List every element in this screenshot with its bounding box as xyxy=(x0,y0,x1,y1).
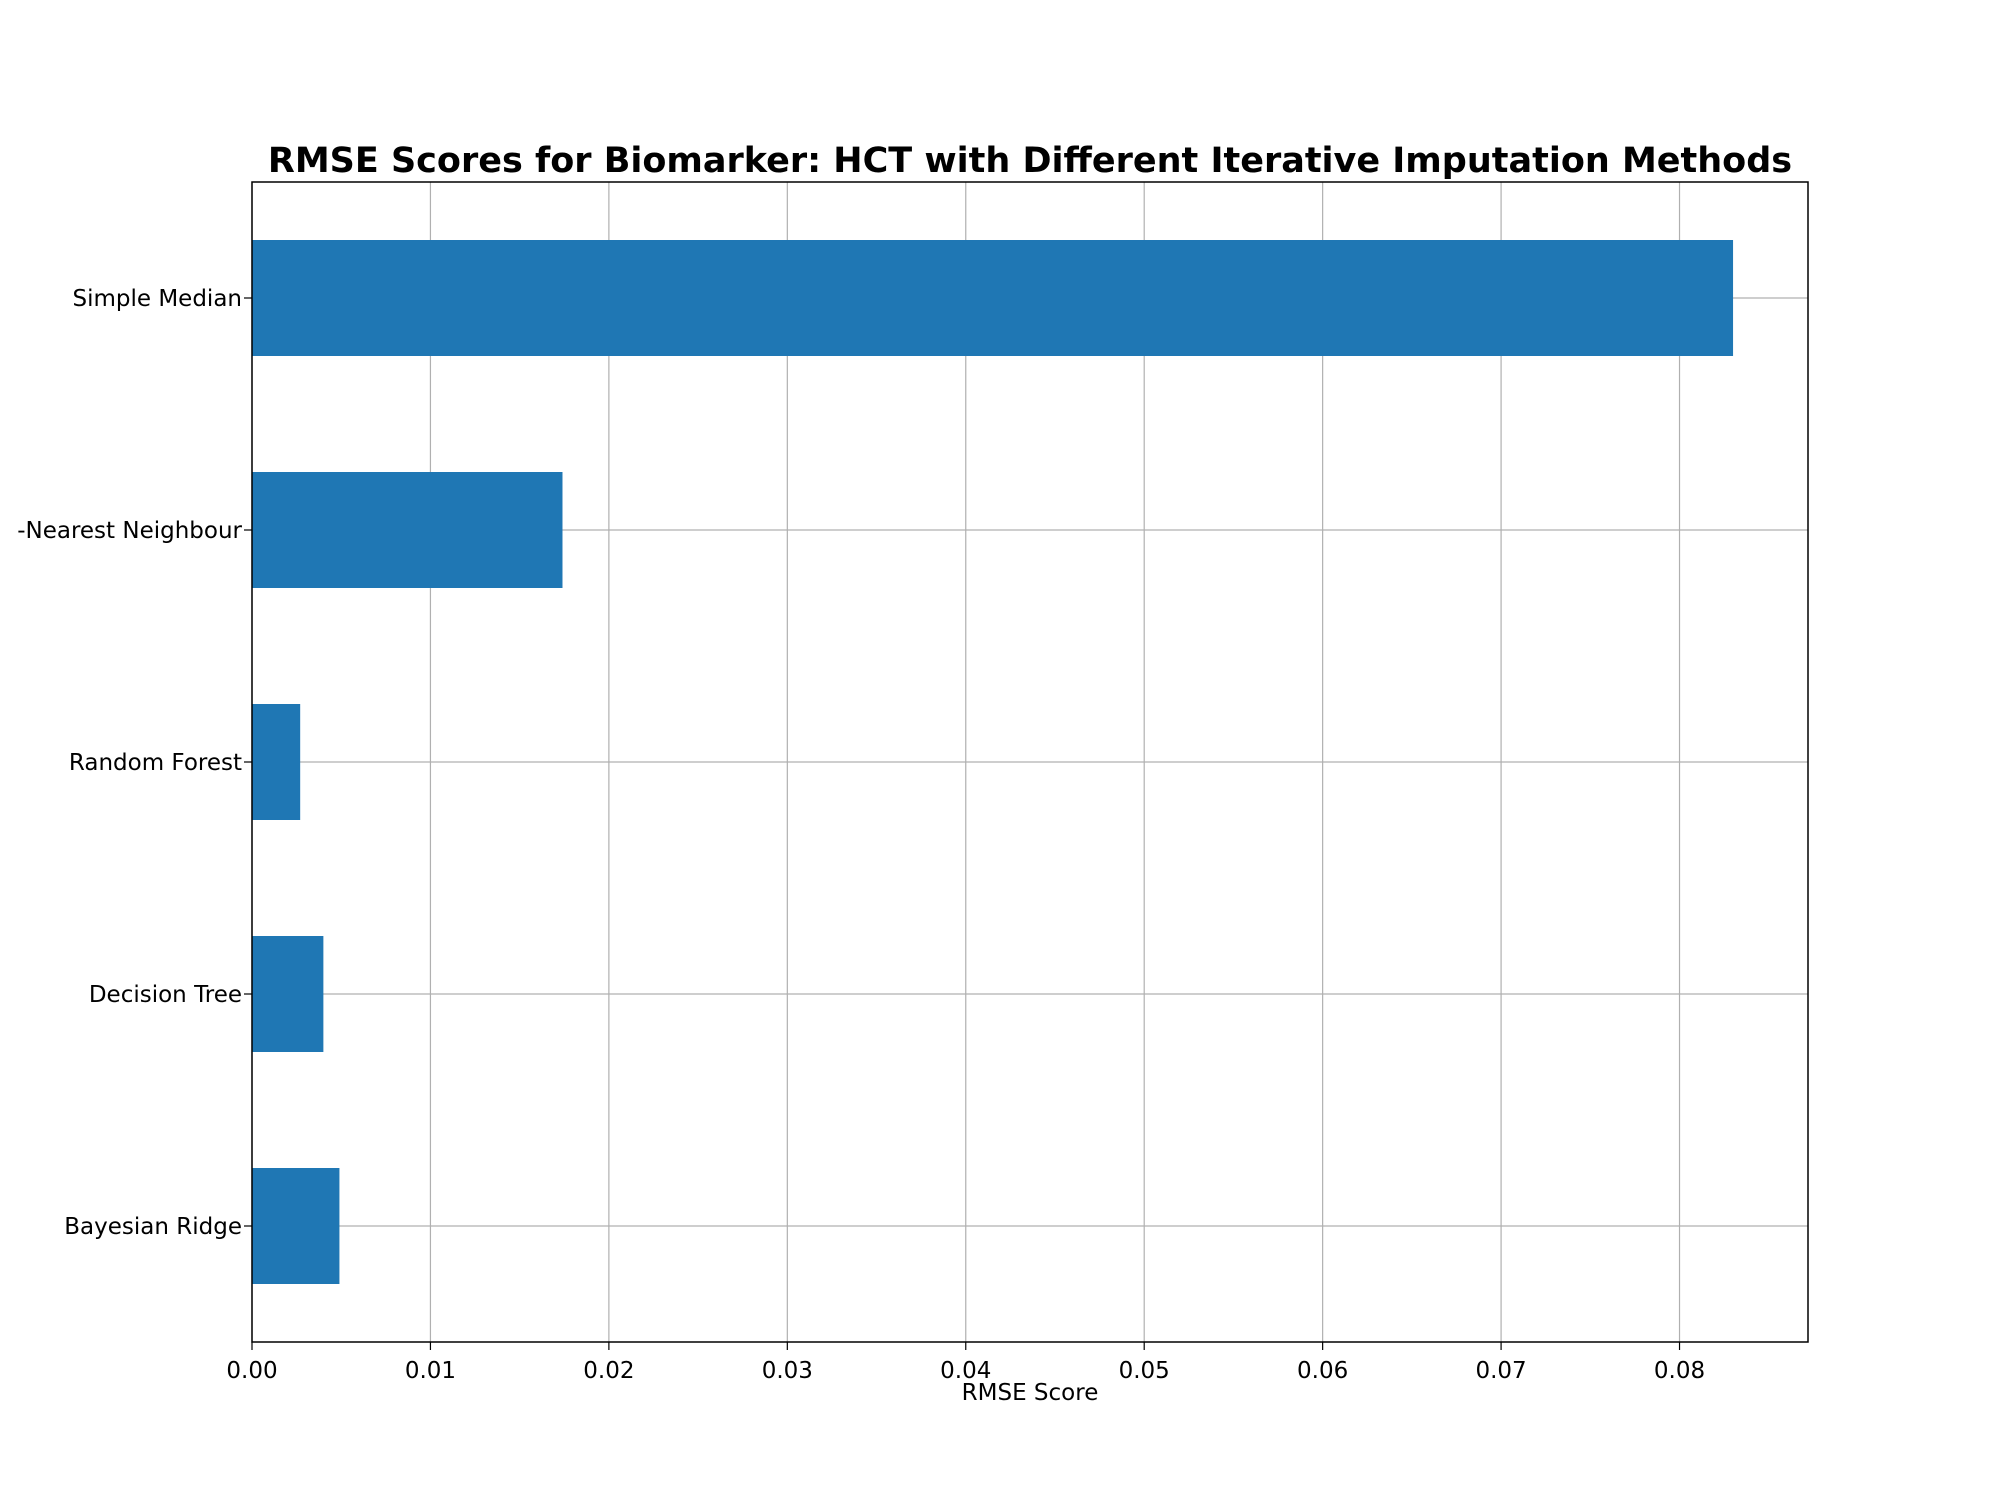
x-tick-label: 0.08 xyxy=(1654,1358,1705,1384)
x-axis-ticks: 0.00 0.01 0.02 0.03 0.04 0.05 0.06 0.07 0.08 xyxy=(226,1342,1705,1384)
x-tick-label: 0.02 xyxy=(583,1358,634,1384)
y-axis-ticks: Bayesian Ridge Decision Tree Random Forest… xyxy=(17,286,252,1240)
bar-bayesian-ridge xyxy=(252,1168,340,1284)
x-tick-label: 0.07 xyxy=(1475,1358,1526,1384)
x-tick-label: 0.06 xyxy=(1297,1358,1348,1384)
bar-k-nearest-neighbour xyxy=(252,472,563,588)
x-axis-label: RMSE Score xyxy=(962,1380,1099,1406)
y-tick-label: Decision Tree xyxy=(89,982,242,1008)
bar-random-forest xyxy=(252,704,301,820)
x-tick-label: 0.03 xyxy=(762,1358,813,1384)
y-tick-label: Bayesian Ridge xyxy=(64,1214,242,1240)
bars xyxy=(252,240,1734,1284)
y-tick-label: Random Forest xyxy=(69,750,242,776)
x-tick-label: 0.05 xyxy=(1119,1358,1170,1384)
y-tick-label: Simple Median xyxy=(72,286,242,312)
bar-decision-tree xyxy=(252,936,324,1052)
chart-title: RMSE Scores for Biomarker: HCT with Diff… xyxy=(268,141,1792,181)
x-tick-label: 0.01 xyxy=(405,1358,456,1384)
x-tick-label: 0.04 xyxy=(940,1358,991,1384)
y-tick-label: -Nearest Neighbour xyxy=(17,518,242,544)
bar-simple-median xyxy=(252,240,1734,356)
x-tick-label: 0.00 xyxy=(226,1358,277,1384)
